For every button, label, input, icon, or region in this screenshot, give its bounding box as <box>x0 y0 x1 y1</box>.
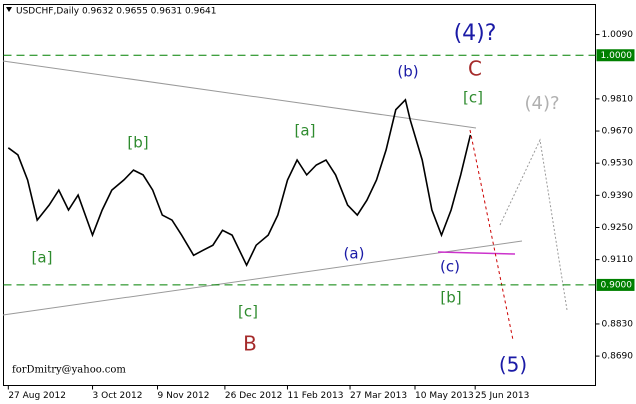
wave-label: B <box>243 332 257 356</box>
level-label: 0.9000 <box>601 280 633 290</box>
x-tick-label: 27 Mar 2013 <box>350 391 407 401</box>
wave-label: C <box>468 57 482 81</box>
chart-title: USDCHF,Daily 0.9632 0.9655 0.9631 0.9641 <box>16 7 217 17</box>
wave-label: [a] <box>32 249 53 267</box>
wave-label: [b] <box>440 289 461 307</box>
wave-label: [b] <box>127 134 148 152</box>
x-tick-label: 10 May 2013 <box>415 391 474 401</box>
x-tick-label: 26 Dec 2012 <box>225 391 283 401</box>
x-tick-label: 27 Aug 2012 <box>8 391 66 401</box>
wave-label: (a) <box>344 245 365 263</box>
y-tick-label: 0.9390 <box>602 191 634 201</box>
x-tick-label: 3 Oct 2012 <box>93 391 143 401</box>
title-arrow <box>6 7 12 12</box>
wave-label: [a] <box>295 122 316 140</box>
trendlines <box>2 60 568 341</box>
y-tick-label: 0.9810 <box>602 94 634 104</box>
y-tick-label: 0.9670 <box>602 127 634 137</box>
watermark: forDmitry@yahoo.com <box>12 365 126 376</box>
y-tick-label: 0.8830 <box>602 319 634 329</box>
wave-label: (b) <box>397 63 418 81</box>
wave-label: (4)? <box>524 93 559 114</box>
y-tick-label: 1.0090 <box>602 30 634 40</box>
wave-label: [c] <box>463 89 483 107</box>
price-line <box>7 98 472 268</box>
wave-label: (4)? <box>454 21 497 46</box>
level-label: 1.0000 <box>601 51 633 61</box>
level-tag <box>596 49 635 62</box>
plot-frame <box>3 4 596 386</box>
trendline <box>2 240 523 316</box>
y-tick-label: 0.9530 <box>602 159 634 169</box>
trendline <box>2 60 477 129</box>
y-tick-label: 0.9110 <box>602 255 634 265</box>
wave-label: (5) <box>499 353 527 377</box>
x-tick-label: 9 Nov 2012 <box>158 391 210 401</box>
level-tag <box>596 278 635 291</box>
level-line <box>437 251 516 255</box>
y-tick-label: 0.8690 <box>602 352 634 362</box>
wave-label: [c] <box>238 303 258 321</box>
y-tick-label: 0.9250 <box>602 223 634 233</box>
projection <box>499 138 568 311</box>
x-tick-label: 11 Feb 2013 <box>287 391 343 401</box>
x-tick-label: 25 Jun 2013 <box>475 391 529 401</box>
wave-label: (c) <box>440 258 460 276</box>
